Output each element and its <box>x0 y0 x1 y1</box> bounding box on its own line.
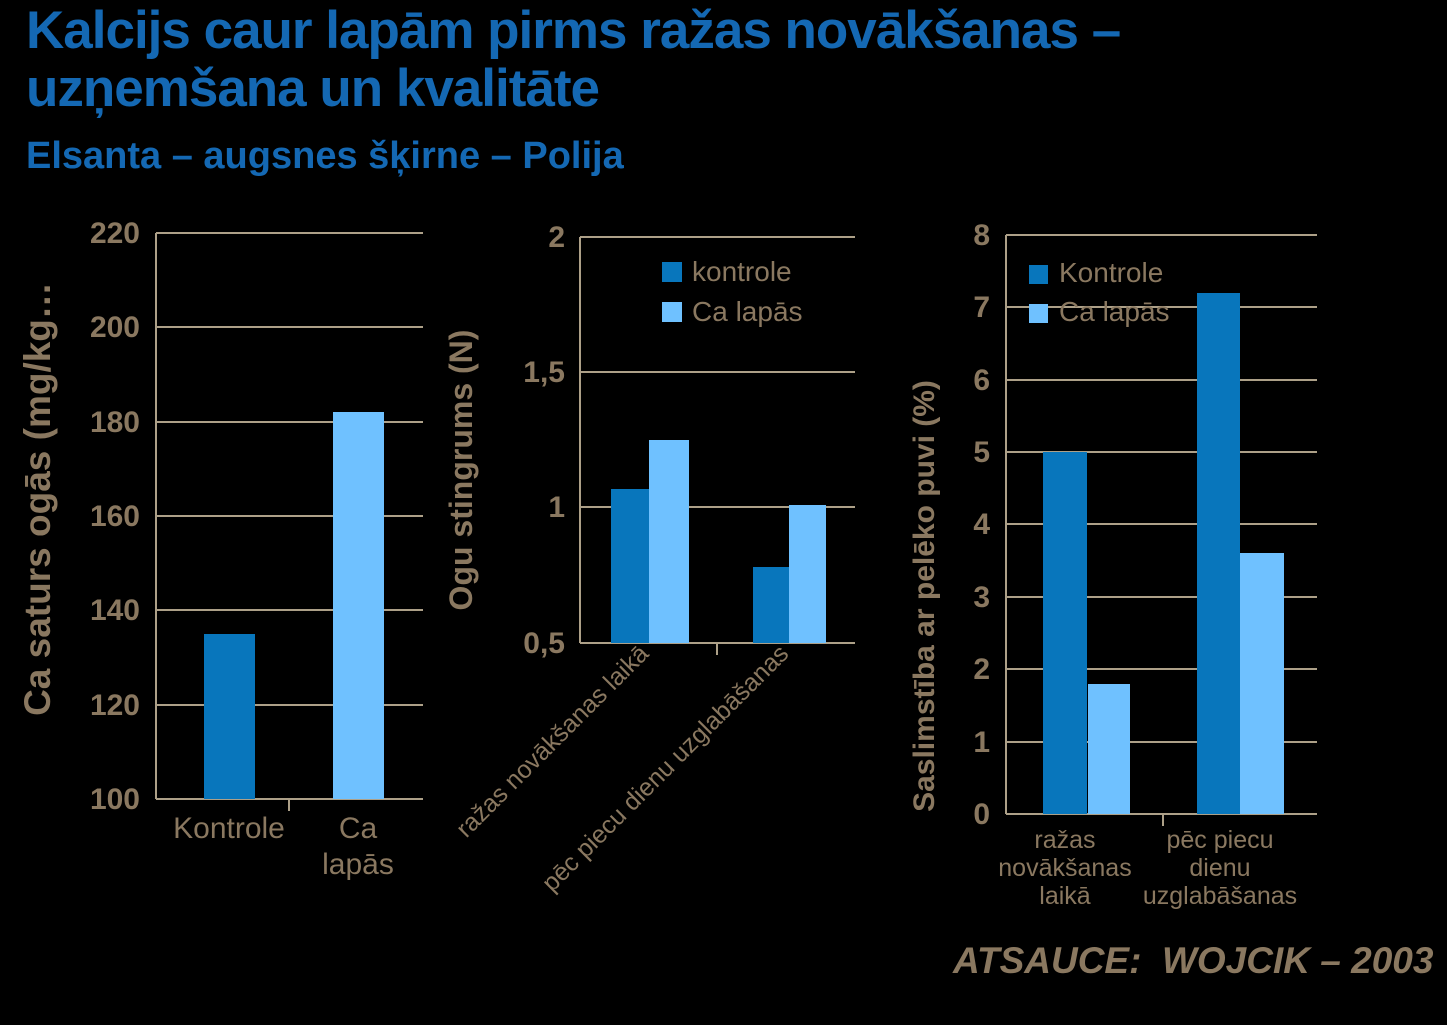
svg-text:Saslimstība ar pelēko puvi (%): Saslimstība ar pelēko puvi (%) <box>908 380 941 812</box>
svg-text:1: 1 <box>973 726 990 759</box>
svg-text:Ca lapās: Ca lapās <box>1059 296 1170 327</box>
svg-text:novākšanas: novākšanas <box>998 854 1131 882</box>
svg-text:8: 8 <box>973 219 990 252</box>
svg-text:3: 3 <box>973 581 990 614</box>
svg-text:ražas: ražas <box>1034 826 1095 854</box>
svg-text:7: 7 <box>973 291 990 324</box>
svg-text:2: 2 <box>973 653 990 686</box>
svg-text:dienu: dienu <box>1189 854 1250 882</box>
svg-text:laikā: laikā <box>1039 882 1091 910</box>
svg-text:6: 6 <box>973 364 990 397</box>
svg-text:uzglabāšanas: uzglabāšanas <box>1143 882 1297 910</box>
svg-text:pēc piecu: pēc piecu <box>1166 826 1273 854</box>
svg-text:5: 5 <box>973 436 990 469</box>
svg-text:Kontrole: Kontrole <box>1059 257 1163 288</box>
svg-text:4: 4 <box>973 508 990 541</box>
svg-text:0: 0 <box>973 798 990 831</box>
